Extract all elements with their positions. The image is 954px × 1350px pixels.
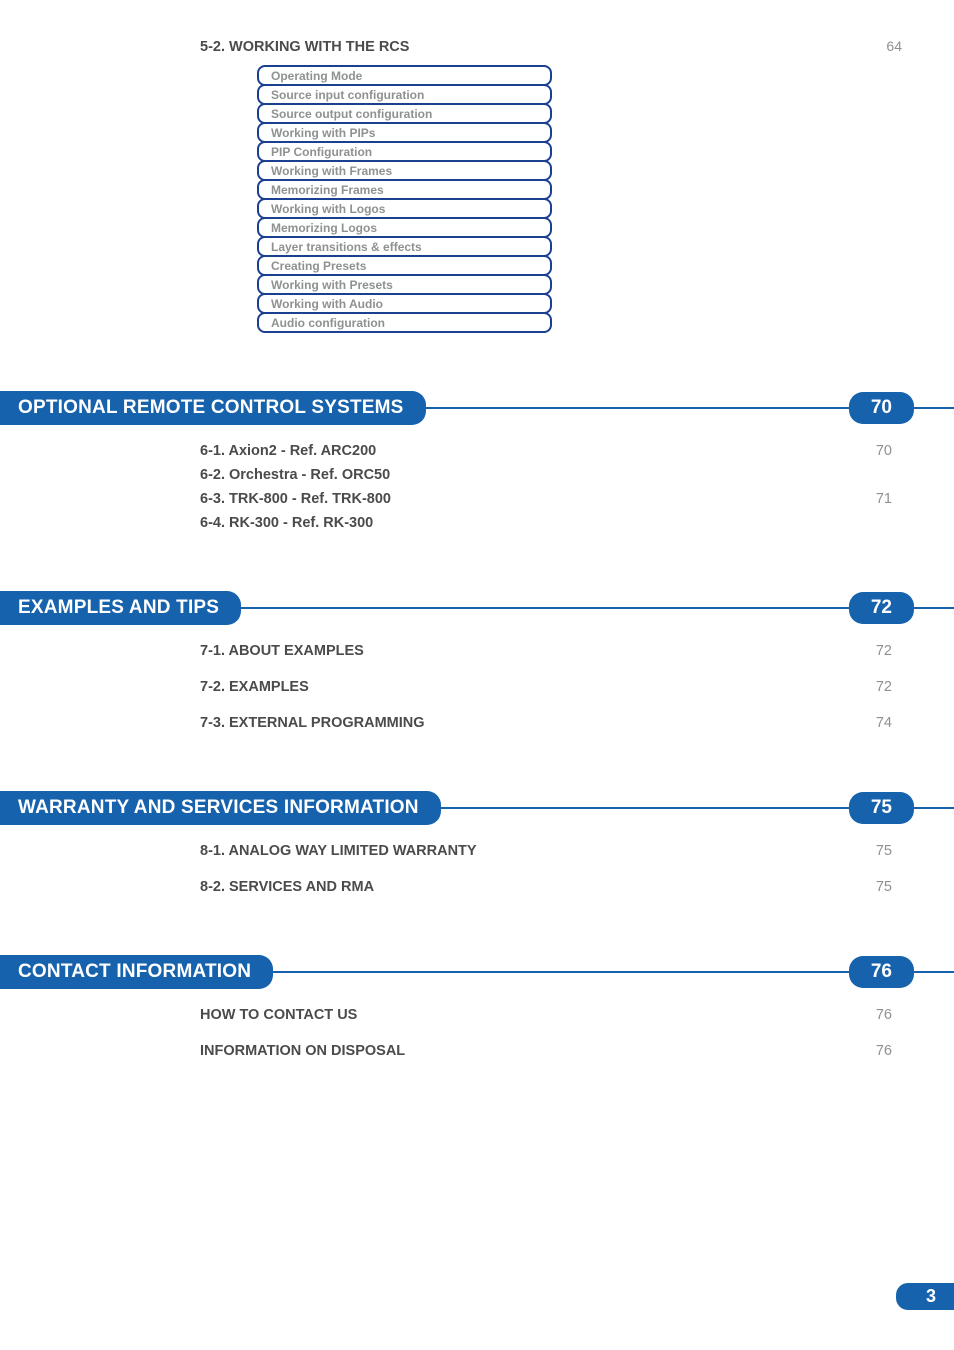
section-header-bar: OPTIONAL REMOTE CONTROL SYSTEMS 70 (0, 391, 954, 425)
subsection-header: 5-2. WORKING WITH THE RCS 64 (200, 38, 902, 55)
section-entries: HOW TO CONTACT US76INFORMATION ON DISPOS… (200, 1007, 902, 1059)
topic-box-item: Working with Audio (257, 293, 552, 314)
toc-entry: 6-3. TRK-800 - Ref. TRK-80071 (200, 491, 902, 507)
section-entries: 6-1. Axion2 - Ref. ARC20070 6-2. Orchestr… (200, 443, 902, 531)
section-page-badge: 70 (849, 392, 914, 424)
toc-entry: HOW TO CONTACT US76 (200, 1007, 902, 1023)
section-header-bar: EXAMPLES AND TIPS 72 (0, 591, 954, 625)
toc-entry-page: 72 (876, 679, 902, 695)
topic-box-item: Memorizing Logos (257, 217, 552, 238)
topic-box-label: Layer transitions & effects (271, 240, 422, 254)
section-header-line (273, 971, 849, 973)
topic-box-label: Memorizing Logos (271, 221, 377, 235)
topic-box-label: Memorizing Frames (271, 183, 384, 197)
topic-box-item: Source output configuration (257, 103, 552, 124)
section-header-bar: WARRANTY AND SERVICES INFORMATION 75 (0, 791, 954, 825)
toc-entry-page: 72 (876, 643, 902, 659)
section-header-line-end (914, 971, 954, 973)
topic-box-label: Audio configuration (271, 316, 385, 330)
toc-entry-title: 6-4. RK-300 - Ref. RK-300 (200, 515, 892, 531)
toc-entry-page: 76 (876, 1007, 902, 1023)
topic-box-label: Source input configuration (271, 88, 424, 102)
topic-box-label: Working with Audio (271, 297, 383, 311)
topic-box-item: PIP Configuration (257, 141, 552, 162)
section-header-line-end (914, 607, 954, 609)
toc-entry-title: 8-2. SERVICES AND RMA (200, 879, 876, 895)
topic-box-label: Operating Mode (271, 69, 362, 83)
topic-box-label: Source output configuration (271, 107, 432, 121)
topic-box-label: Working with Frames (271, 164, 392, 178)
topic-box-label: Working with Presets (271, 278, 393, 292)
toc-entry: INFORMATION ON DISPOSAL76 (200, 1043, 902, 1059)
toc-entry: 7-3. EXTERNAL PROGRAMMING74 (200, 715, 902, 731)
toc-entry-page: 76 (876, 1043, 902, 1059)
toc-entry: 8-1. ANALOG WAY LIMITED WARRANTY75 (200, 843, 902, 859)
section-header-line (426, 407, 849, 409)
toc-entry: 8-2. SERVICES AND RMA75 (200, 879, 902, 895)
section-page-badge: 72 (849, 592, 914, 624)
toc-entry-page: 75 (876, 843, 902, 859)
topic-box-label: PIP Configuration (271, 145, 372, 159)
toc-entry-title: 6-1. Axion2 - Ref. ARC200 (200, 443, 876, 459)
section-page-badge: 75 (849, 792, 914, 824)
topic-box-label: Working with Logos (271, 202, 385, 216)
toc-entry-title: HOW TO CONTACT US (200, 1007, 876, 1023)
topic-box-list: Operating Mode Source input configuration… (257, 65, 552, 333)
topic-box-label: Working with PIPs (271, 126, 375, 140)
subsection-title: 5-2. WORKING WITH THE RCS (200, 39, 886, 55)
toc-entry-page: 74 (876, 715, 902, 731)
section-header-line (241, 607, 849, 609)
topic-box-item: Operating Mode (257, 65, 552, 86)
toc-entry: 7-2. EXAMPLES72 (200, 679, 902, 695)
toc-entry-title: 7-3. EXTERNAL PROGRAMMING (200, 715, 876, 731)
topic-box-item: Working with Frames (257, 160, 552, 181)
section-title: OPTIONAL REMOTE CONTROL SYSTEMS (0, 391, 426, 425)
section-title: EXAMPLES AND TIPS (0, 591, 241, 625)
toc-entry-title: INFORMATION ON DISPOSAL (200, 1043, 876, 1059)
topic-box-item: Working with PIPs (257, 122, 552, 143)
toc-entry-title: 8-1. ANALOG WAY LIMITED WARRANTY (200, 843, 876, 859)
toc-entry-page: 75 (876, 879, 902, 895)
topic-box-item: Source input configuration (257, 84, 552, 105)
subsection-page: 64 (886, 38, 902, 54)
toc-section: OPTIONAL REMOTE CONTROL SYSTEMS706-1. Ax… (52, 391, 902, 531)
toc-entry: 6-2. Orchestra - Ref. ORC50 (200, 467, 902, 483)
section-page-badge: 76 (849, 956, 914, 988)
topic-box-item: Working with Logos (257, 198, 552, 219)
topic-box-item: Working with Presets (257, 274, 552, 295)
toc-section: WARRANTY AND SERVICES INFORMATION758-1. … (52, 791, 902, 895)
toc-entry-page: 70 (876, 443, 902, 459)
toc-entry-title: 7-2. EXAMPLES (200, 679, 876, 695)
toc-entry-page: 71 (876, 491, 902, 507)
toc-entry: 7-1. ABOUT EXAMPLES72 (200, 643, 902, 659)
toc-entry: 6-4. RK-300 - Ref. RK-300 (200, 515, 902, 531)
topic-box-item: Layer transitions & effects (257, 236, 552, 257)
section-title: WARRANTY AND SERVICES INFORMATION (0, 791, 441, 825)
section-entries: 7-1. ABOUT EXAMPLES727-2. EXAMPLES727-3.… (200, 643, 902, 731)
toc-entry-title: 7-1. ABOUT EXAMPLES (200, 643, 876, 659)
section-title: CONTACT INFORMATION (0, 955, 273, 989)
topic-box-item: Audio configuration (257, 312, 552, 333)
section-header-bar: CONTACT INFORMATION 76 (0, 955, 954, 989)
page-number-footer: 3 (896, 1283, 954, 1310)
toc-entry: 6-1. Axion2 - Ref. ARC20070 (200, 443, 902, 459)
toc-entry-title: 6-2. Orchestra - Ref. ORC50 (200, 467, 892, 483)
topic-box-label: Creating Presets (271, 259, 366, 273)
section-entries: 8-1. ANALOG WAY LIMITED WARRANTY758-2. S… (200, 843, 902, 895)
section-header-line-end (914, 407, 954, 409)
topic-box-item: Memorizing Frames (257, 179, 552, 200)
toc-entry-title: 6-3. TRK-800 - Ref. TRK-800 (200, 491, 876, 507)
toc-section: EXAMPLES AND TIPS727-1. ABOUT EXAMPLES72… (52, 591, 902, 731)
topic-box-item: Creating Presets (257, 255, 552, 276)
section-header-line-end (914, 807, 954, 809)
section-header-line (441, 807, 849, 809)
toc-section: CONTACT INFORMATION76HOW TO CONTACT US76… (52, 955, 902, 1059)
